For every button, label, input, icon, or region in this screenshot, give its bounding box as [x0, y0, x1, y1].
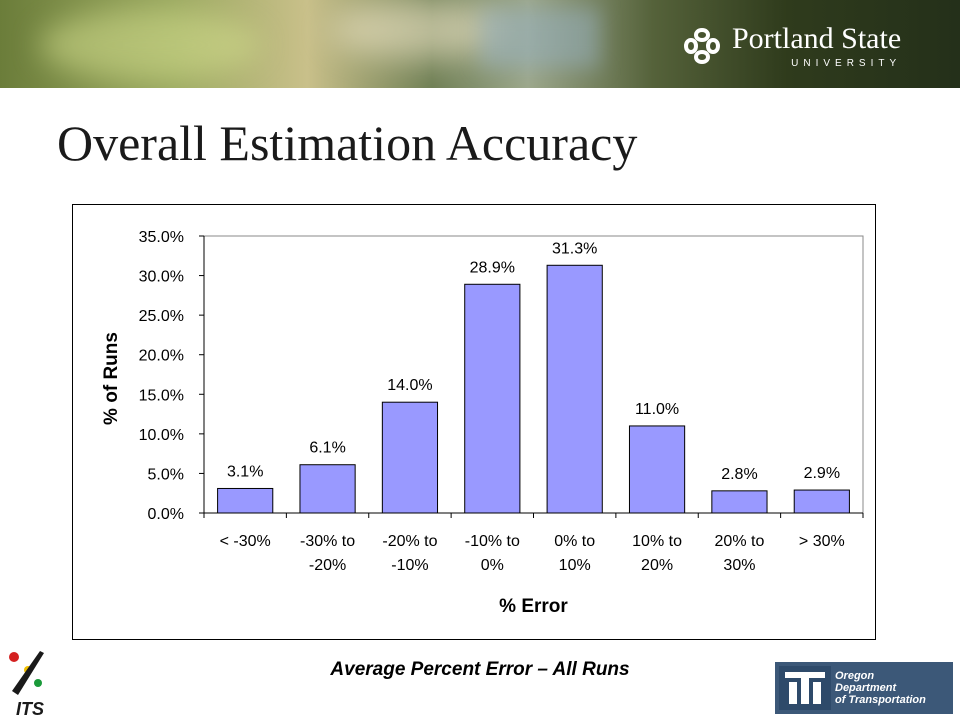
university-sub: UNIVERSITY: [791, 57, 902, 69]
data-label: 11.0%: [635, 401, 679, 418]
university-name: Portland State: [732, 21, 902, 55]
y-tick-label: 0.0%: [148, 506, 184, 523]
data-label: 28.9%: [470, 259, 515, 276]
x-tick-label: 30%: [723, 557, 755, 574]
data-label: 2.9%: [804, 465, 840, 482]
x-tick-label: 10%: [559, 557, 591, 574]
bar: [217, 487, 274, 514]
y-tick-label: 25.0%: [139, 308, 184, 325]
bar: [711, 490, 768, 514]
y-tick-label: 15.0%: [139, 387, 184, 404]
x-tick-label: -10%: [391, 557, 428, 574]
odot-line-2: Department: [835, 682, 897, 694]
banner-foliage: [40, 10, 260, 80]
x-tick-label: < -30%: [220, 533, 271, 550]
odot-logo: Oregon Department of Transportation: [775, 662, 953, 714]
psu-logo-icon: [683, 27, 721, 65]
x-axis-title: % Error: [499, 596, 568, 617]
odot-line-3: of Transportation: [835, 694, 926, 706]
its-label: ITS: [16, 699, 44, 719]
x-tick-label: -20% to: [382, 533, 437, 550]
y-tick-label: 20.0%: [139, 348, 184, 365]
odot-line-1: Oregon: [835, 670, 875, 682]
x-tick-label: > 30%: [799, 533, 845, 550]
y-axis-title: % of Runs: [101, 332, 122, 425]
slide-title: Overall Estimation Accuracy: [57, 115, 638, 171]
x-tick-label: 10% to: [632, 533, 682, 550]
x-tick-label: 20% to: [715, 533, 765, 550]
data-label: 31.3%: [552, 240, 597, 257]
bar-chart: 0.0% 5.0% 10.0% 15.0% 20.0% 25.0% 30.0% 35.0% 3.…: [101, 229, 864, 617]
chart-caption: Average Percent Error – All Runs: [330, 659, 630, 680]
x-tick-label: 20%: [641, 557, 673, 574]
university-logo: Portland State UNIVERSITY: [682, 20, 901, 72]
bar: [464, 283, 521, 514]
x-tick-label: 0% to: [554, 533, 595, 550]
bar: [299, 464, 356, 514]
y-tick-label: 10.0%: [139, 427, 184, 444]
x-tick-label: -20%: [309, 557, 346, 574]
header-banner: Portland State UNIVERSITY: [0, 0, 960, 88]
bar: [381, 401, 439, 514]
y-tick-label: 5.0%: [148, 466, 184, 483]
bar: [793, 489, 850, 514]
odot-emblem-icon: [779, 666, 831, 710]
y-tick-label: 30.0%: [139, 269, 184, 286]
data-label: 14.0%: [387, 377, 432, 394]
bar: [546, 264, 603, 514]
x-tick-label: -30% to: [300, 533, 355, 550]
banner-building: [480, 8, 600, 68]
bar: [628, 425, 686, 514]
odot-text: Oregon Department of Transportation: [835, 670, 926, 706]
y-tick-label: 35.0%: [139, 229, 184, 246]
data-label: 6.1%: [309, 440, 345, 457]
x-tick-label: -10% to: [465, 533, 520, 550]
chart-frame: 0.0% 5.0% 10.0% 15.0% 20.0% 25.0% 30.0% 35.0% 3.…: [72, 204, 876, 640]
its-logo-icon: ITS: [9, 651, 44, 719]
data-label: 2.8%: [721, 466, 757, 483]
x-tick-label: 0%: [481, 557, 504, 574]
data-label: 3.1%: [227, 463, 263, 480]
